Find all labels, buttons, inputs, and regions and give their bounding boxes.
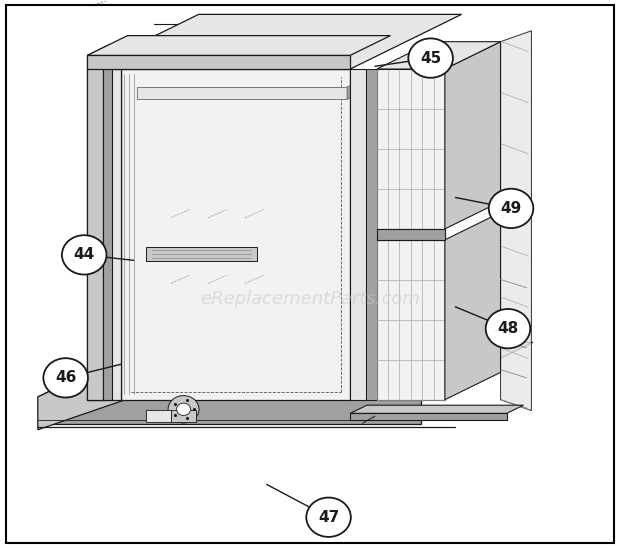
Text: eReplacementParts.com: eReplacementParts.com [200,289,420,307]
Polygon shape [445,213,500,399]
Polygon shape [87,36,391,55]
Polygon shape [445,42,500,229]
Circle shape [168,396,199,423]
Circle shape [485,309,530,349]
Circle shape [489,189,533,228]
Polygon shape [377,42,500,69]
Circle shape [62,235,107,275]
Polygon shape [347,73,375,99]
Text: 49: 49 [500,201,521,216]
Polygon shape [38,342,533,397]
Polygon shape [38,342,149,430]
Polygon shape [350,413,507,420]
Polygon shape [137,87,347,99]
Text: 47: 47 [318,510,339,525]
Polygon shape [377,240,445,399]
Polygon shape [350,405,523,413]
Text: 46: 46 [55,370,76,385]
Circle shape [409,38,453,78]
Polygon shape [103,55,112,399]
Polygon shape [146,409,171,421]
Polygon shape [377,69,445,229]
Polygon shape [87,69,122,399]
Polygon shape [87,55,103,399]
Text: 48: 48 [497,321,518,336]
Polygon shape [171,409,196,421]
Polygon shape [38,397,422,424]
Polygon shape [122,69,350,399]
Circle shape [43,358,88,397]
Polygon shape [366,69,377,399]
Text: 44: 44 [74,247,95,262]
Polygon shape [350,69,366,399]
Text: 45: 45 [420,50,441,66]
Polygon shape [146,247,257,261]
Polygon shape [377,229,445,240]
Circle shape [177,403,190,415]
Polygon shape [500,31,531,410]
Polygon shape [87,44,135,55]
Polygon shape [87,14,461,69]
Circle shape [306,498,351,537]
Polygon shape [87,55,350,69]
